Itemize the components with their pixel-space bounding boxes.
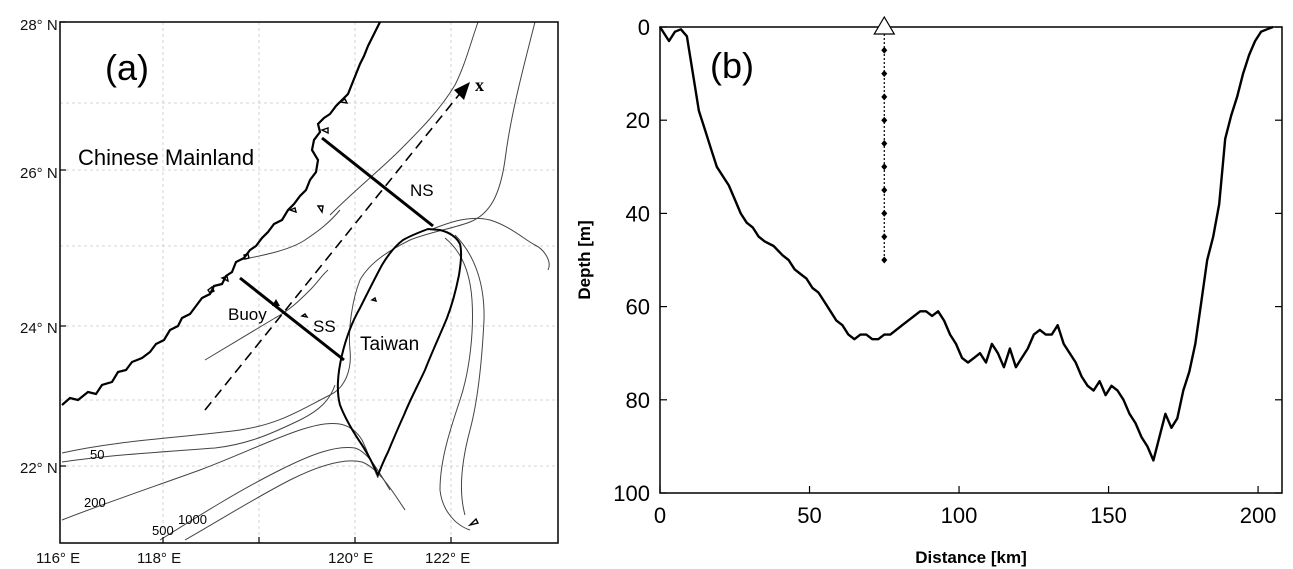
contour-label-50: 50 <box>90 447 104 462</box>
contour-east-200 <box>439 237 473 531</box>
sensor-marker <box>881 140 888 147</box>
transect-ns <box>321 136 434 228</box>
x-tick-label: 200 <box>1240 503 1277 528</box>
profile-frame <box>659 26 1283 494</box>
lon-label-116: 116° E <box>36 550 80 567</box>
map-gridlines <box>60 22 558 543</box>
buoy-marker <box>272 299 280 306</box>
x-axis-label: x <box>475 75 484 95</box>
taiwan-island <box>336 227 463 478</box>
x-axis-dashed-line <box>204 90 463 411</box>
transect-ss <box>239 276 345 362</box>
lat-label-24: 24° N <box>20 320 58 337</box>
buoy-label: Buoy <box>228 305 267 324</box>
bathymetry-line <box>658 25 1274 462</box>
lat-label-28: 28° N <box>20 17 58 34</box>
x-tick-label: 100 <box>941 503 978 528</box>
depth-profile-panel: 0 50 100 150 200 0 20 40 60 80 100 (b) Distance [k… <box>575 15 1283 567</box>
lon-label-122: 122° E <box>425 550 470 567</box>
sensor-marker <box>881 116 888 124</box>
contour-penghu <box>204 269 329 361</box>
ns-label: NS <box>410 181 434 200</box>
sensor-marker <box>881 163 888 171</box>
sensor-markers <box>873 15 896 264</box>
contour-east-50 <box>429 217 550 271</box>
contour-east-1000 <box>454 234 485 516</box>
x-axis-arrowhead <box>454 82 470 100</box>
profile-tick-labels: 0 50 100 150 200 0 20 40 60 80 100 <box>613 15 1276 528</box>
sensor-marker <box>881 233 888 241</box>
panel-a-label: (a) <box>105 47 149 88</box>
x-axis-title: Distance [km] <box>915 548 1026 567</box>
sensor-marker <box>881 186 888 194</box>
y-axis-title: Depth [m] <box>575 220 594 299</box>
coast-islands <box>207 98 480 527</box>
contour-50b <box>61 384 336 463</box>
lon-label-120: 120° E <box>328 550 373 567</box>
ss-label: SS <box>313 317 336 336</box>
contour-mid <box>239 209 341 261</box>
y-tick-label: 60 <box>626 295 650 320</box>
map-panel: 28° N 26° N 24° N 22° N 116° E 118° E 12… <box>20 17 559 567</box>
y-tick-label: 20 <box>626 108 650 133</box>
contour-200 <box>61 422 379 521</box>
sensor-marker <box>881 256 888 264</box>
sensor-marker <box>881 70 888 78</box>
map-frame <box>59 21 559 544</box>
depth-contours <box>61 21 550 541</box>
contour-label-500: 500 <box>152 523 174 538</box>
x-tick-label: 0 <box>654 503 666 528</box>
taiwan-label: Taiwan <box>360 334 419 355</box>
sensor-marker <box>881 46 888 54</box>
y-tick-label: 80 <box>626 388 650 413</box>
sensor-marker <box>881 209 888 217</box>
x-tick-label: 150 <box>1090 503 1127 528</box>
y-tick-label: 0 <box>638 15 650 40</box>
sensor-marker <box>881 93 888 101</box>
y-tick-label: 40 <box>626 201 650 226</box>
contour-label-1000: 1000 <box>178 512 207 527</box>
lat-label-22: 22° N <box>20 460 58 477</box>
x-tick-label: 50 <box>797 503 821 528</box>
contour-north <box>329 21 479 216</box>
contour-1000 <box>184 460 406 541</box>
map-ticks <box>60 21 452 543</box>
mainland-label: Chinese Mainland <box>78 145 254 170</box>
lat-label-26: 26° N <box>20 165 58 182</box>
profile-ticks <box>659 26 1282 494</box>
lon-label-118: 118° E <box>137 550 181 567</box>
y-tick-label: 100 <box>613 481 650 506</box>
contour-50 <box>61 21 536 454</box>
panel-b-label: (b) <box>710 45 754 86</box>
surface-buoy-triangle <box>873 15 896 35</box>
contour-label-200: 200 <box>84 495 106 510</box>
